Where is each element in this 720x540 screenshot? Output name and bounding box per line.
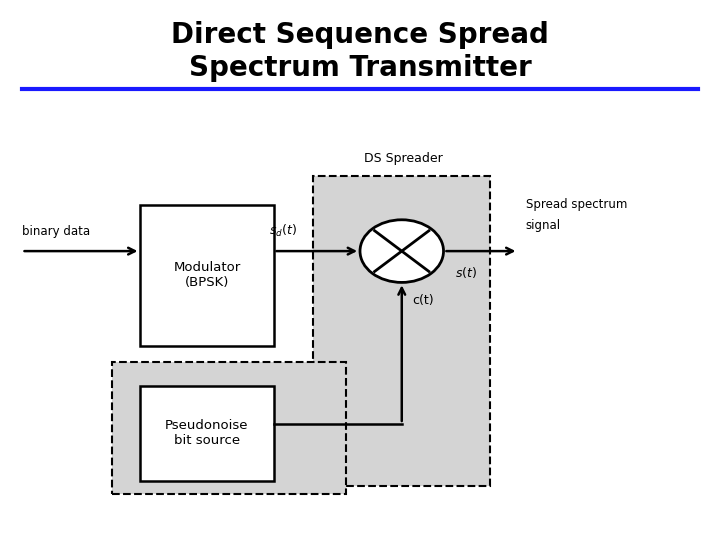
Text: $s(t)$: $s(t)$ xyxy=(455,265,477,280)
Text: signal: signal xyxy=(526,219,561,232)
Text: Modulator
(BPSK): Modulator (BPSK) xyxy=(174,261,240,289)
Bar xyxy=(140,205,274,346)
Text: binary data: binary data xyxy=(22,225,90,238)
FancyBboxPatch shape xyxy=(112,362,346,494)
Text: DS Spreader: DS Spreader xyxy=(364,152,442,165)
Text: Spectrum Transmitter: Spectrum Transmitter xyxy=(189,53,531,82)
Bar xyxy=(140,386,274,481)
Text: c(t): c(t) xyxy=(412,294,433,307)
Text: Spread spectrum: Spread spectrum xyxy=(526,198,627,211)
Text: Pseudonoise
bit source: Pseudonoise bit source xyxy=(166,420,248,447)
Text: $s_d(t)$: $s_d(t)$ xyxy=(269,222,297,239)
FancyBboxPatch shape xyxy=(313,176,490,486)
Circle shape xyxy=(360,220,444,282)
Text: Direct Sequence Spread: Direct Sequence Spread xyxy=(171,21,549,49)
